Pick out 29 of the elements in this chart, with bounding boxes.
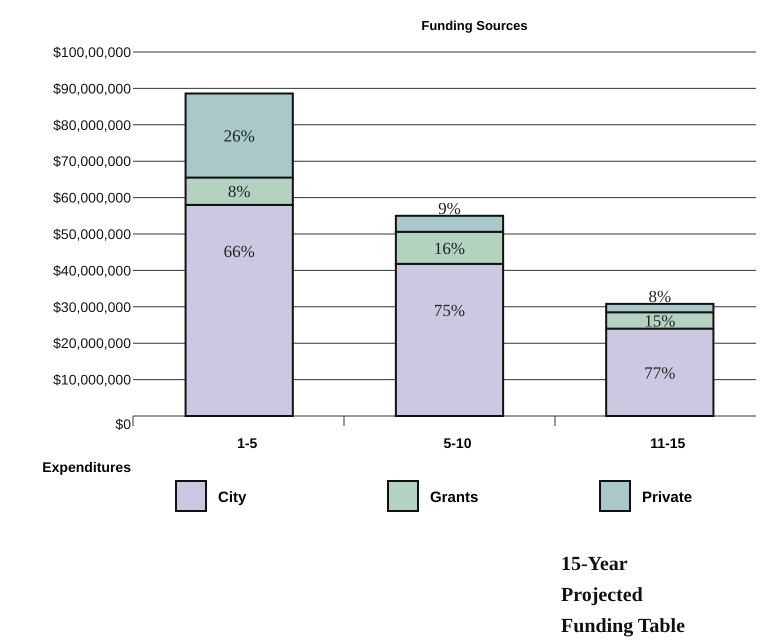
y-tick-label: $50,000,000: [53, 226, 132, 242]
legend-label: City: [218, 489, 247, 506]
legend-label: Private: [642, 489, 692, 506]
chart-title: Funding Sources: [421, 18, 528, 33]
x-tick-label: 5-10: [443, 435, 472, 451]
y-tick-label: $40,000,000: [53, 262, 132, 278]
y-tick-label: $100,00,000: [53, 44, 132, 60]
x-axis-title: Expenditures: [42, 459, 132, 475]
y-tick-label: $70,000,000: [53, 153, 132, 170]
annotation: 8%: [648, 286, 672, 306]
legend-label: Grants: [430, 489, 478, 506]
x-tick-label: 1-5: [237, 435, 258, 451]
annotation: 15%: [644, 311, 676, 330]
y-tick-label: $60,000,000: [53, 190, 132, 206]
y-tick-label: $20,000,000: [53, 335, 132, 352]
y-tick-label: $0: [115, 416, 132, 432]
text: 15-Year Projected Funding Table: [561, 553, 686, 637]
annotation: 16%: [434, 238, 466, 258]
annotation: 26%: [224, 126, 255, 146]
annotation: 75%: [434, 300, 466, 320]
y-tick-label: $80,000,000: [53, 116, 132, 133]
y-tick-label: $30,000,000: [53, 298, 132, 315]
annotation: 8%: [228, 182, 251, 202]
annotation: 66%: [224, 242, 255, 261]
x-tick-label: 11-15: [650, 435, 686, 451]
annotation: 77%: [644, 363, 676, 382]
y-tick-label: $90,000,000: [53, 80, 132, 96]
y-tick-label: $10,000,000: [53, 372, 132, 388]
annotation: 9%: [438, 198, 461, 218]
